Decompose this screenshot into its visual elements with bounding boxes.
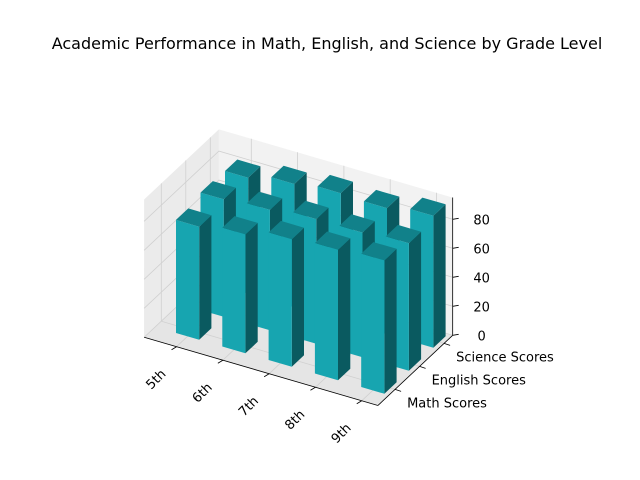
x-tick [171,346,177,351]
bar-top [222,216,258,235]
z-tick-label: 60 [473,242,490,257]
bar-top [363,189,400,209]
bar-top [200,181,236,200]
bar-top [361,242,397,261]
z-tick [452,217,459,220]
bar-6th-series-1 [222,216,258,354]
x-tick [356,400,362,405]
x-tick [263,373,270,378]
x-tick-label: 6th [190,380,216,406]
bar-side [384,248,397,394]
bar-front [268,232,292,367]
x-tick-label: 7th [236,394,262,420]
bar-side [245,222,258,354]
bar-top [410,197,446,216]
bar-top [385,224,422,244]
chart-title: Academic Performance in Math, English, a… [52,34,603,53]
bar-top [293,200,329,220]
y-axis-line [377,335,453,406]
x-tick-label: 8th [282,407,308,433]
y-tick-label: Math Scores [407,396,487,411]
bar-side [433,204,446,348]
bar-8th-series-1 [314,231,351,381]
bar-front [361,253,385,394]
y-tick [419,365,426,369]
z-tick [452,333,459,336]
bar-side [408,231,422,371]
bar-top [314,231,351,250]
axes: 5th 6th 7th 8th 9th Math Scores English Scores… [143,197,554,447]
z-tick-label: 40 [473,271,490,286]
bar-5th-series-1 [176,208,212,340]
bar-9th-series-1 [361,242,397,394]
bar-top [317,174,353,194]
bar-front [314,243,338,381]
y-tick-label: Science Scores [456,350,554,365]
bar-front [176,219,200,340]
x-tick-label: 5th [143,367,169,393]
bar-top [225,159,261,178]
x-tick [310,386,316,391]
bar-side [199,215,212,340]
bar-top [271,165,307,184]
bar-top [246,191,283,210]
y-tick-label: English Scores [432,373,526,388]
bar-top [176,208,212,227]
bar-side [291,227,304,367]
z-tick-label: 20 [473,300,490,315]
z-tick [452,246,459,249]
bar-side [338,238,351,381]
x-axis-line [144,336,379,406]
y-tick [443,342,451,346]
x-tick [217,359,224,364]
z-tick [452,275,459,278]
z-tick-label: 0 [478,329,486,344]
bar-top [339,214,375,233]
bar-7th-series-1 [268,220,304,367]
z-tick-label: 80 [473,213,490,228]
bars [176,159,446,394]
x-tick-label: 9th [329,421,355,447]
bar-top [268,220,304,240]
bar-front [222,227,246,354]
z-tick [452,304,459,307]
y-tick [394,388,402,392]
